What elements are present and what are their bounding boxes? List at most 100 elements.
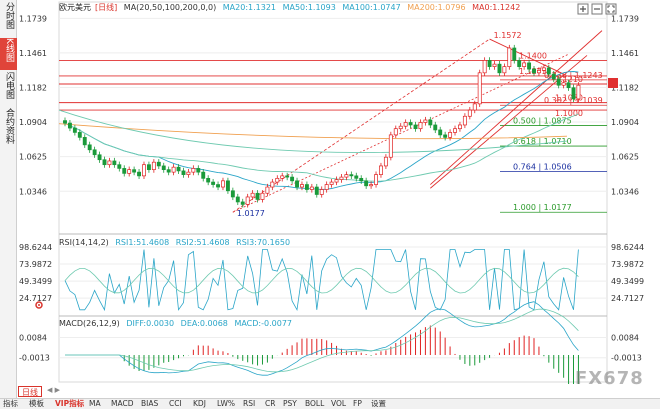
toolbar-btn-9[interactable]: RSI [243,399,256,408]
price-tick-left: 1.1182 [19,83,47,92]
price-tick-right: 1.1739 [611,14,639,23]
candle-body [245,196,250,205]
ma20-line [64,71,579,190]
candle-body [428,119,433,126]
candle-body [112,160,117,166]
zoom-out-icon[interactable] [591,3,603,15]
macd-value: MACD:-0.0077 [234,319,292,328]
candle-body [63,120,67,124]
zoom-in-icon[interactable] [577,3,589,15]
candle-body [295,180,299,188]
indicator-settings-icon[interactable] [34,300,44,310]
candle-body [166,169,171,173]
candle-body [319,189,324,195]
tab-timeshare[interactable]: 分时图 [0,2,17,34]
price-tick-right: 1.1461 [611,49,639,58]
toolbar-btn-1[interactable]: 模板 [29,399,44,408]
ma200-line [58,123,568,140]
candle-body [132,169,137,173]
candle-body [462,115,467,126]
macd-tick-right: -0.0013 [611,354,642,363]
period-tab-daily[interactable]: 日线 [18,386,42,397]
toolbar-btn-10[interactable]: CR [265,399,276,408]
candle-body [324,184,329,190]
candle-body [300,184,304,188]
candle-body [423,119,428,123]
toolbar-btn-6[interactable]: CCI [169,399,182,408]
candle-body [383,156,388,167]
toolbar-btn-5[interactable]: BIAS [141,399,159,408]
toolbar-btn-7[interactable]: KDJ [193,399,206,408]
candle-body [443,134,448,138]
toolbar-btn-3[interactable]: MA [89,399,101,408]
candle-body [156,161,161,167]
candle-body [235,196,240,203]
macd-tick-right: 0.0084 [611,334,639,343]
rsi-tick-left: 73.9872 [19,260,52,269]
candle-body [92,149,97,156]
tab-flash-label: 闪电图 [4,72,14,99]
candle-body [359,177,364,182]
candle-body [309,186,314,190]
candle-body [181,170,186,175]
rsi3-line [64,267,579,294]
level-label-1.1060: 1.1060 [555,94,583,103]
rsi-settings-label: RSI(14,14,2) [59,238,109,247]
candle-body [576,84,581,100]
tab-kline[interactable]: K线图 [0,38,17,70]
rsi-tick-right: 49.3499 [611,277,644,286]
candle-body [211,181,216,185]
candle-body [290,176,295,182]
rsi2-value: RSI2:51.4608 [175,238,230,247]
ma50-line [64,113,579,182]
candle-body [250,192,255,198]
toolbar-btn-14[interactable]: FP [353,399,362,408]
candle-body [472,103,477,111]
trend-line-lower [430,55,588,189]
rsi1-value: RSI1:51.4608 [115,238,170,247]
candle-body [448,132,453,138]
price-legend: 欧元美元 [日线] MA(20,50,100,200,0,0) MA20:1.13… [59,2,524,13]
toolbar-btn-0[interactable]: 指标 [3,399,18,408]
candle-body [97,154,102,161]
trend-channel-dashed-2 [232,53,569,213]
toolbar-btn-8[interactable]: LW% [217,399,236,408]
price-tick-left: 1.0904 [19,118,47,127]
candle-body [230,190,235,198]
toolbar-btn-2[interactable]: VIP指标 [55,399,85,408]
tab-contract-info[interactable]: 合约资料 [0,108,17,152]
candle-body [527,62,532,70]
toolbar-btn-15[interactable]: 设置 [371,399,386,408]
toolbar-btn-11[interactable]: PSY [283,399,297,408]
price-tick-left: 1.0346 [19,187,47,196]
candle-body [186,171,191,175]
candle-body [142,164,146,177]
kline-chart[interactable]: 1.1739 1.1739 1.1461 1.1461 1.1182 1.1182 1.09… [17,0,660,384]
candle-body [82,137,87,146]
left-tab-bar: 分时图 K线图 闪电图 合约资料 [0,0,17,398]
tab-flash[interactable]: 闪电图 [0,72,17,104]
bottom-toolbar: 指标 模板 VIP指标 MA MACD BIAS CCI KDJ LW% RSI CR PSY BOLL… [0,398,660,409]
low-annotation: 1.0177 [237,209,265,218]
chart-area[interactable]: 1.1739 1.1739 1.1461 1.1461 1.1182 1.1182 1.09… [17,0,660,384]
candle-body [344,174,349,178]
macd-diff-line [65,301,579,376]
candle-body [127,169,132,174]
toolbar-btn-12[interactable]: BOLL [305,399,325,408]
level-label-1.1210: 1.1210 [555,75,583,84]
ma0-value: MA0:1.1242 [472,3,521,12]
candle-body [137,171,142,177]
candle-body [522,62,527,67]
candle-body [161,165,166,171]
scroll-arrows[interactable]: ◀ ▶ [47,386,60,394]
candle-body [191,168,196,173]
candle-body [329,181,334,185]
period-label: [日线] [95,3,118,12]
fullscreen-icon[interactable] [605,3,617,15]
toolbar-btn-4[interactable]: MACD [111,399,134,408]
candle-body [240,201,245,205]
ma100-line [58,109,568,154]
candle-body [265,186,270,194]
watermark-logo: FX678 [575,368,644,389]
toolbar-btn-13[interactable]: VOL [331,399,347,408]
